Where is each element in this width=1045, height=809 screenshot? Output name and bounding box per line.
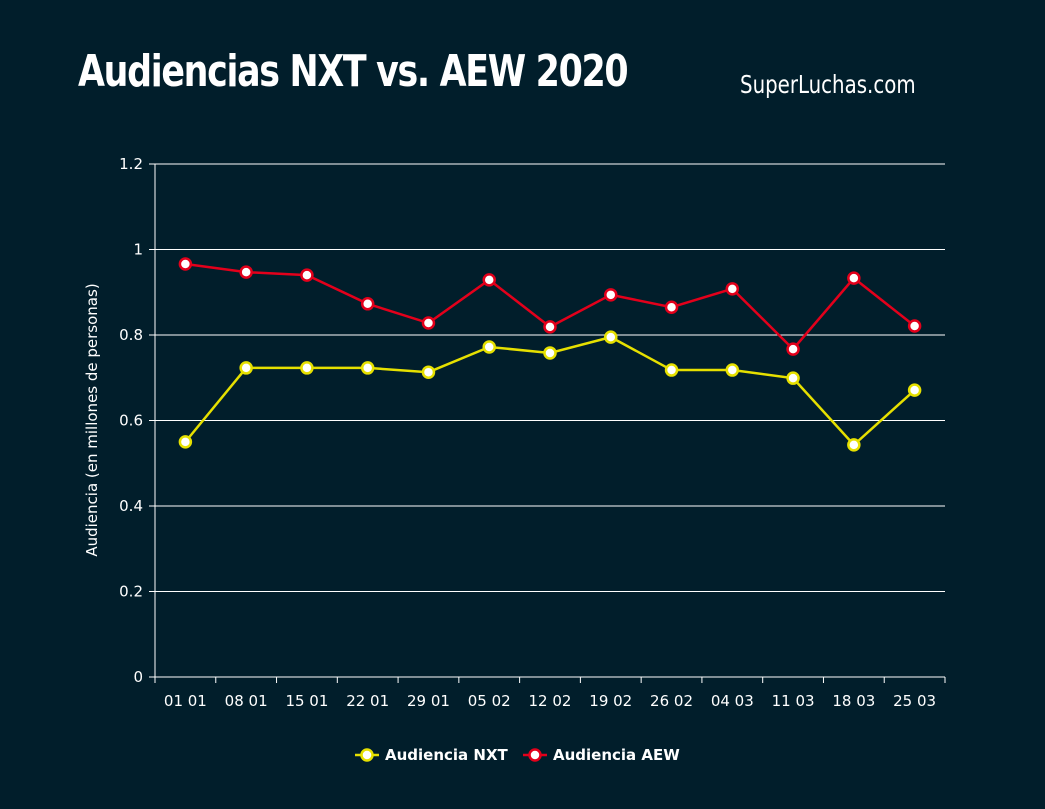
x-tick-label: 18 03 [832,692,875,710]
data-point [178,435,193,449]
data-point [360,297,375,311]
data-point [725,282,740,296]
series-line-1 [185,262,916,351]
legend-marker [360,748,374,762]
y-tick-label: 1 [133,241,143,259]
x-tick-label: 05 02 [468,692,511,710]
data-point [178,257,193,271]
data-point [907,383,922,397]
data-point [543,346,557,360]
legend-label: Audiencia AEW [553,746,680,764]
data-point [907,319,922,333]
y-tick-label: 1.2 [119,155,143,173]
x-tick-label: 12 02 [529,692,572,710]
data-point [786,371,800,385]
data-point [300,268,314,282]
data-point [786,342,800,356]
data-point [239,265,253,279]
x-tick-label: 15 01 [285,692,328,710]
x-tick-label: 22 01 [346,692,389,710]
data-point [482,273,496,287]
x-tick-label: 19 02 [589,692,632,710]
x-tick-label: 01 01 [164,692,207,710]
chart-title: Audiencias NXT vs. AEW 2020 [78,46,629,97]
x-tick-label: 04 03 [711,692,754,710]
data-point [664,363,679,377]
data-point [847,271,861,285]
data-point [847,438,861,452]
y-tick-label: 0.8 [119,326,143,344]
x-tick-label: 29 01 [407,692,450,710]
x-tick-label: 25 03 [893,692,936,710]
x-tick-label: 08 01 [225,692,268,710]
y-axis-label: Audiencia (en millones de personas) [83,283,101,556]
data-point [360,361,375,375]
legend-label: Audiencia NXT [385,746,509,764]
legend-marker [528,748,542,762]
data-point [725,363,740,377]
x-tick-label: 26 02 [650,692,693,710]
y-tick-label: 0 [133,668,143,686]
x-tick-label: 11 03 [772,692,815,710]
data-point [664,300,679,314]
data-point [300,361,314,375]
y-tick-label: 0.6 [119,412,143,430]
data-point [604,330,618,344]
data-point [421,365,436,379]
source-label: SuperLuchas.com [740,70,916,99]
y-tick-label: 0.4 [119,497,143,515]
data-point [604,288,618,302]
data-point [482,340,496,354]
data-point [421,316,436,330]
data-point [543,320,557,334]
data-point [239,361,253,375]
y-tick-label: 0.2 [119,583,143,601]
